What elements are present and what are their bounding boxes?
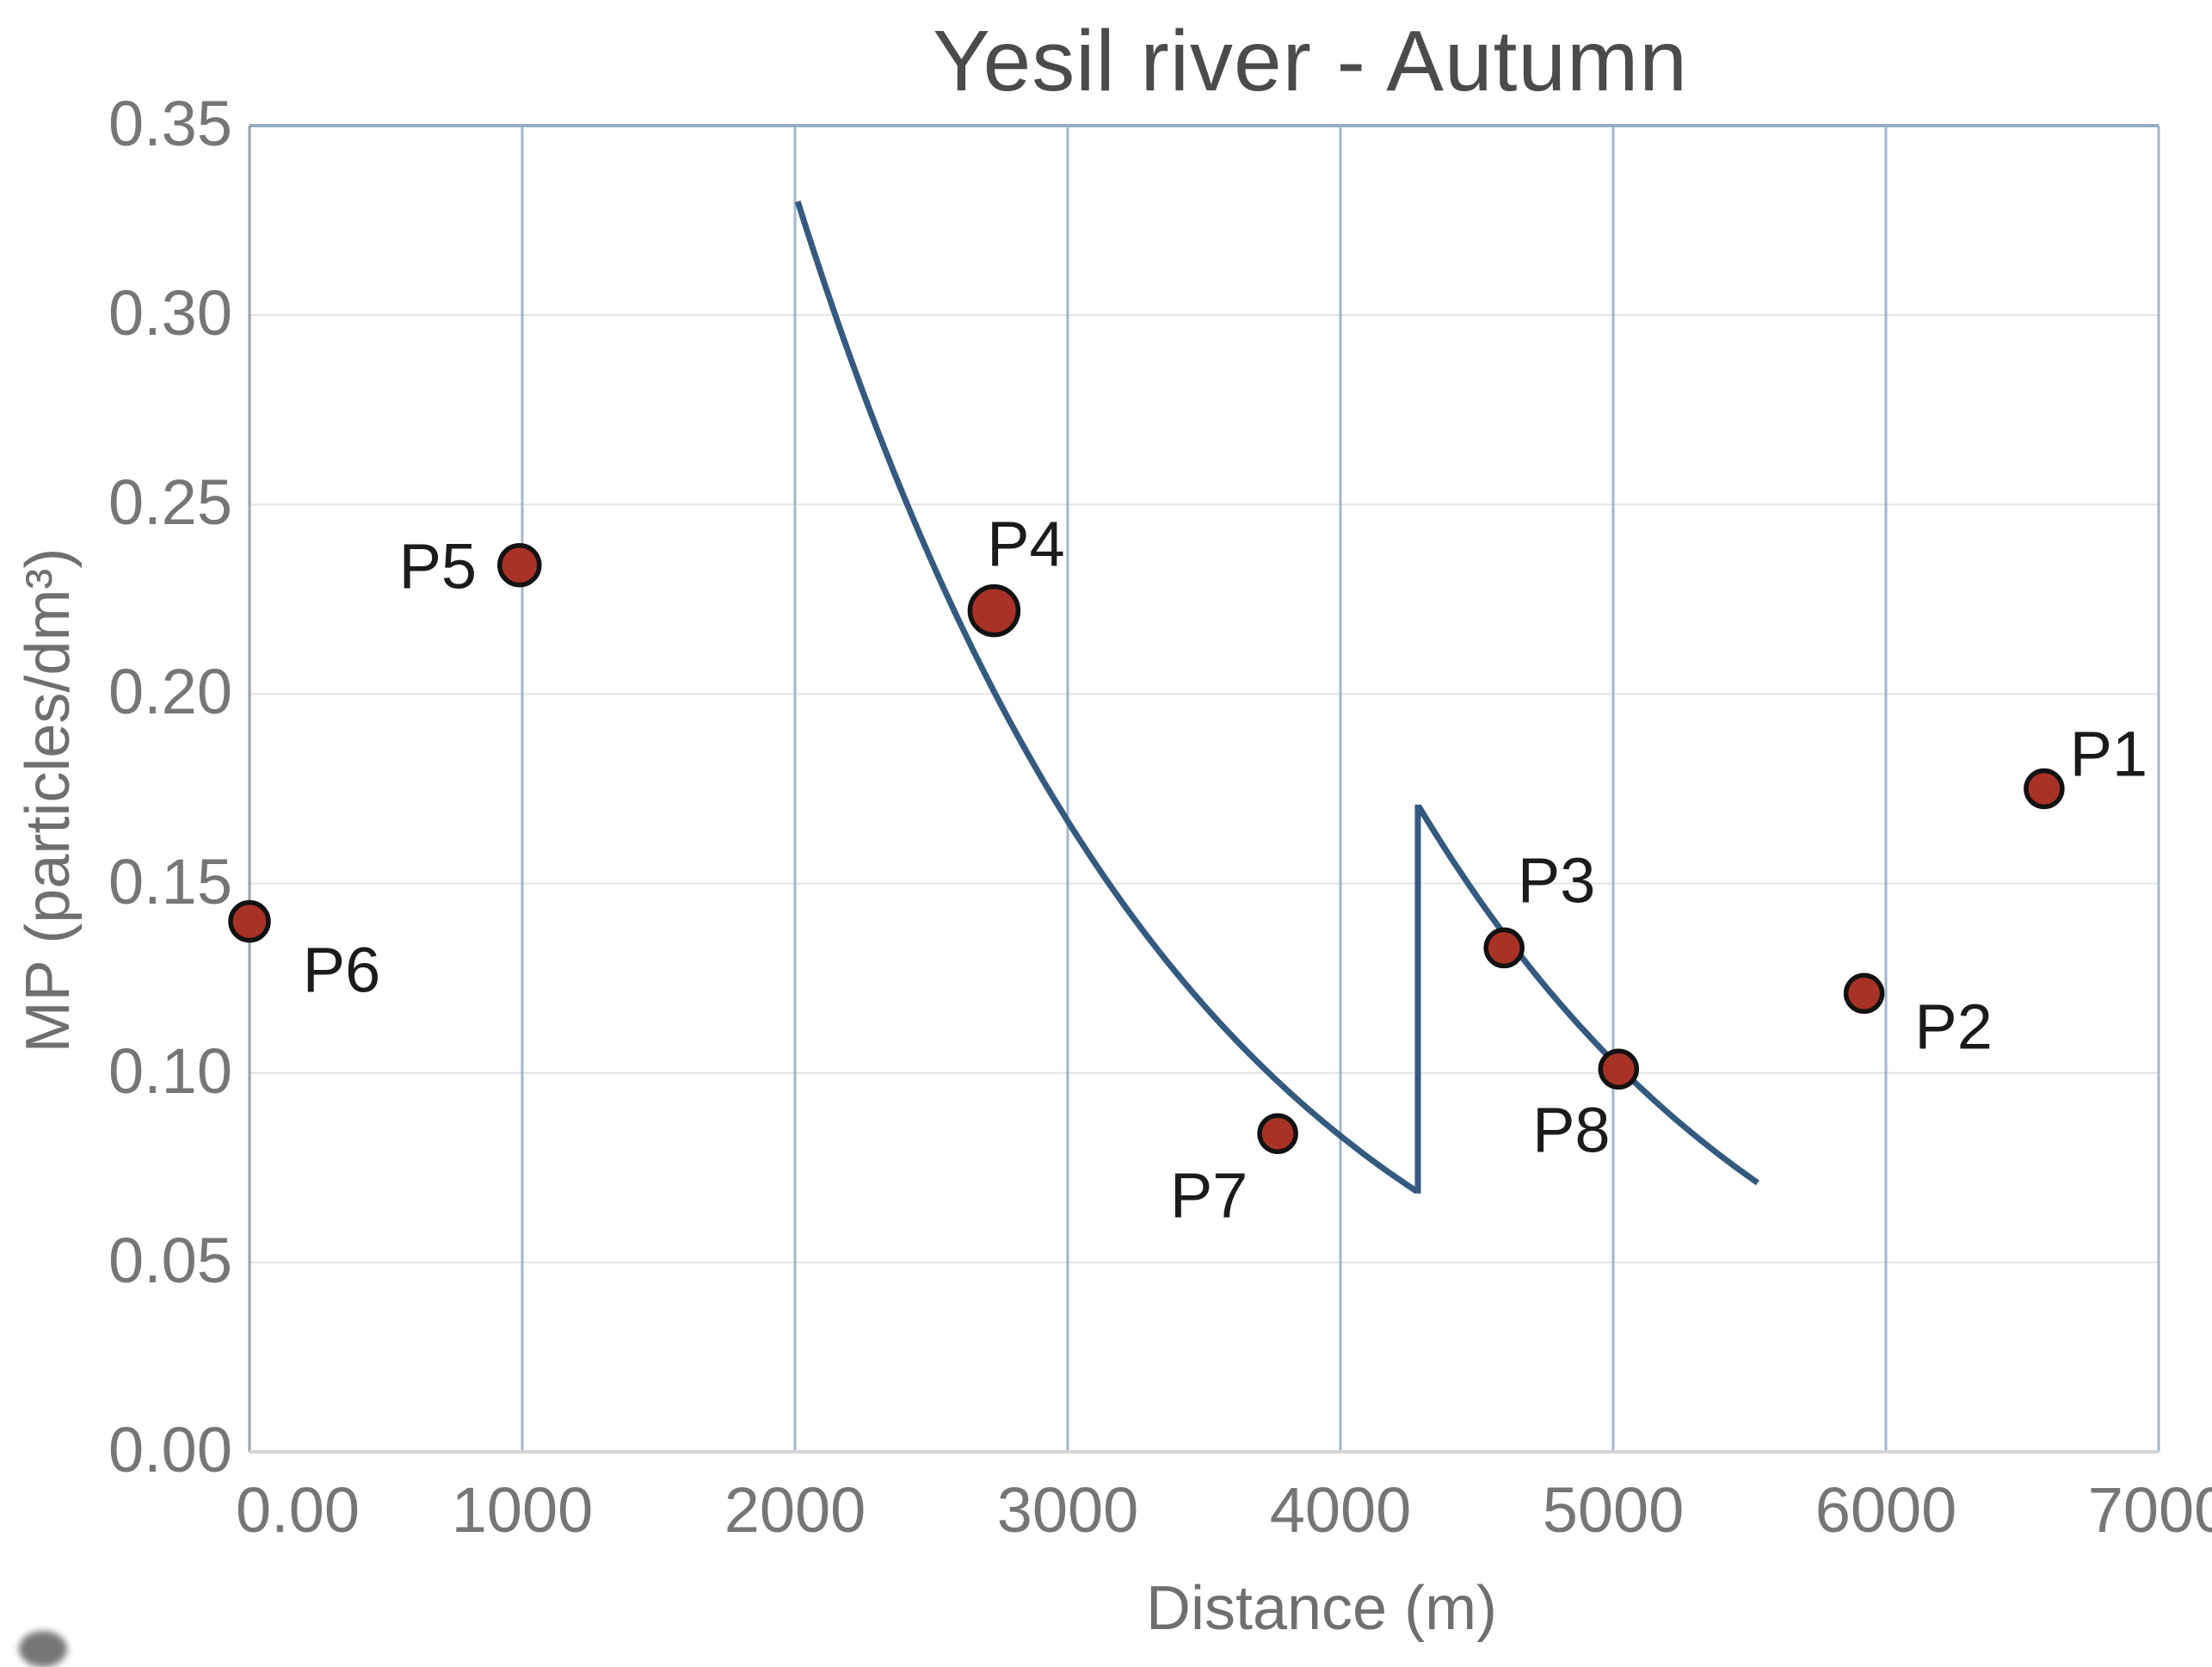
point-label-P5: P5 bbox=[398, 530, 478, 602]
trend-curve bbox=[794, 201, 1760, 1194]
x-tick-label: 0.00 bbox=[235, 1474, 360, 1546]
x-tick-label: 5000 bbox=[1542, 1474, 1685, 1546]
data-point-P7 bbox=[1257, 1113, 1298, 1154]
x-tick-label: 2000 bbox=[724, 1474, 866, 1546]
chart-title: Yesil river - Autumn bbox=[933, 13, 1688, 109]
x-axis-title: Distance (m) bbox=[1145, 1574, 1498, 1643]
x-tick-label: 3000 bbox=[996, 1474, 1139, 1546]
data-point-P6 bbox=[228, 899, 271, 943]
y-tick-label: 0.10 bbox=[108, 1034, 232, 1107]
data-point-P1 bbox=[2024, 768, 2065, 810]
data-point-P3 bbox=[1483, 927, 1525, 969]
y-tick-label: 0.20 bbox=[108, 656, 232, 728]
cropped-bullet-artifact bbox=[19, 1631, 67, 1667]
y-tick-label: 0.05 bbox=[108, 1224, 232, 1296]
point-label-P6: P6 bbox=[302, 934, 381, 1006]
x-tick-label: 6000 bbox=[1815, 1474, 1957, 1546]
point-label-P4: P4 bbox=[987, 508, 1065, 580]
x-tick-label: 7000 bbox=[2087, 1474, 2212, 1546]
point-label-P7: P7 bbox=[1169, 1159, 1248, 1232]
x-tick-label: 4000 bbox=[1269, 1474, 1412, 1546]
point-label-P1: P1 bbox=[2069, 718, 2148, 789]
x-tick-label: 1000 bbox=[451, 1474, 594, 1546]
point-label-P3: P3 bbox=[1517, 844, 1596, 917]
point-label-P2: P2 bbox=[1914, 991, 1993, 1063]
y-tick-label: 0.35 bbox=[108, 88, 232, 159]
y-tick-label: 0.25 bbox=[108, 466, 232, 539]
y-tick-label: 0.30 bbox=[108, 277, 232, 349]
data-point-P2 bbox=[1843, 972, 1885, 1015]
data-point-P8 bbox=[1598, 1048, 1640, 1090]
point-label-P8: P8 bbox=[1532, 1094, 1611, 1166]
y-axis-title: MP (particles/dm³) bbox=[14, 547, 83, 1053]
y-tick-label: 0.00 bbox=[108, 1414, 232, 1485]
data-point-P4 bbox=[967, 583, 1021, 638]
data-point-P5 bbox=[497, 542, 542, 588]
y-tick-label: 0.15 bbox=[108, 845, 232, 917]
